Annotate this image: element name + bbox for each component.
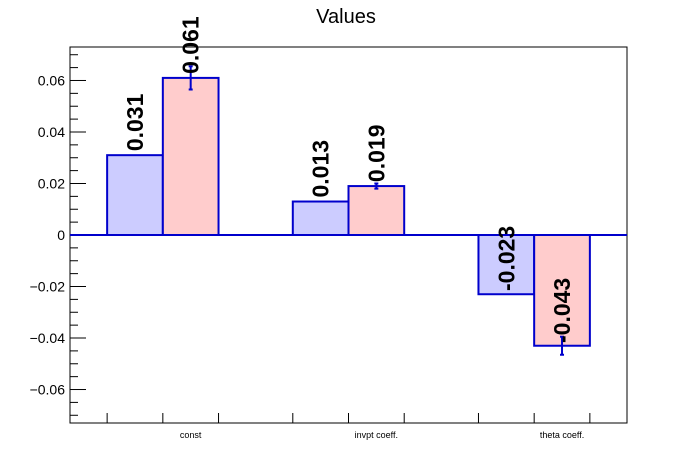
x-category-label: const	[180, 430, 202, 440]
x-axis: const invpt coeff. theta coeff.	[106, 413, 591, 440]
y-tick-label: 0.06	[38, 72, 65, 88]
bar	[161, 76, 220, 236]
bar	[106, 154, 164, 236]
data-label: 0.013	[308, 140, 334, 198]
data-labels-group: 0.031 0.013 -0.023 0.061 0.019 -0.043	[122, 16, 575, 343]
bars-group	[106, 65, 591, 356]
y-tick-label: −0.06	[30, 382, 66, 398]
y-tick-label: 0.04	[38, 124, 65, 140]
y-tick-label: −0.02	[30, 279, 66, 295]
y-tick-label: 0	[57, 227, 65, 243]
bar	[347, 185, 406, 237]
data-label: -0.023	[493, 226, 519, 291]
y-tick-label: 0.02	[38, 175, 65, 191]
chart-title: Values	[316, 6, 376, 28]
y-axis: 0.06 0.04 0.02 0 −0.02 −0.04 −0.06	[30, 54, 86, 416]
data-label: 0.061	[178, 16, 204, 74]
x-category-label: theta coeff.	[540, 430, 584, 440]
y-tick-label: −0.04	[30, 330, 66, 346]
data-label: 0.019	[363, 125, 389, 183]
data-label: 0.031	[122, 93, 148, 151]
x-category-label: invpt coeff.	[355, 430, 398, 440]
data-label: -0.043	[549, 278, 575, 343]
bar	[291, 200, 350, 237]
